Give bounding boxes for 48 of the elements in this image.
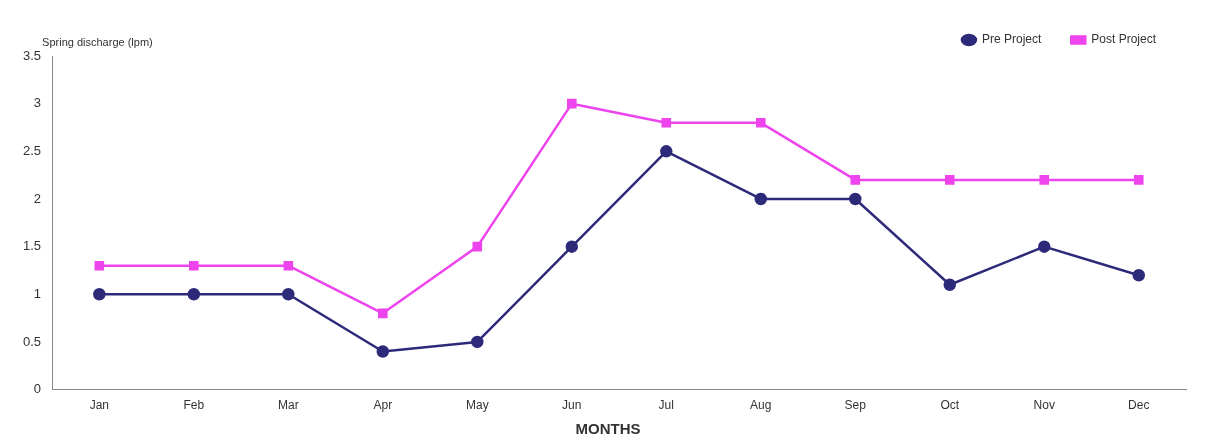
y-tick-label: 3.5 — [22, 47, 42, 63]
y-tick-label: 2.5 — [22, 142, 42, 158]
point — [565, 240, 579, 253]
x-axis-title: MONTHS — [574, 420, 642, 437]
point — [376, 345, 390, 358]
point — [850, 175, 861, 185]
y-tick-label: 1 — [33, 285, 42, 301]
y-tick-label: 2 — [33, 190, 42, 206]
point — [378, 308, 388, 319]
point — [283, 260, 294, 271]
x-tick-label: Dec — [1128, 398, 1150, 413]
point — [94, 260, 105, 271]
x-tick-label: Aug — [750, 398, 772, 413]
point — [943, 278, 957, 291]
y-tick-label: 1.5 — [22, 238, 42, 254]
point — [1133, 175, 1144, 185]
point — [1039, 175, 1050, 185]
point — [661, 117, 672, 128]
legend-label: Post Project — [1091, 32, 1157, 47]
point — [472, 241, 483, 252]
x-tick-label: Apr — [373, 398, 393, 413]
point — [1132, 268, 1145, 282]
y-tick-label: 0.5 — [22, 333, 42, 349]
point — [849, 192, 862, 206]
y-tick-label: 3 — [33, 95, 42, 111]
point — [755, 117, 766, 128]
point — [471, 335, 484, 349]
point — [1038, 240, 1051, 253]
y-tick-label: 0 — [33, 381, 42, 397]
x-tick-label: Nov — [1033, 398, 1055, 413]
point — [187, 288, 201, 301]
y-axis-title: Spring discharge (lpm) — [42, 35, 153, 48]
point — [944, 175, 955, 185]
point — [189, 260, 199, 271]
x-tick-label: Jun — [562, 398, 582, 413]
point — [567, 98, 577, 109]
x-tick-label: Mar — [277, 398, 299, 413]
x-tick-label: Jul — [658, 398, 674, 413]
x-tick-label: Sep — [844, 398, 867, 413]
x-tick-label: Oct — [940, 398, 960, 413]
point — [93, 288, 106, 301]
x-tick-label: May — [465, 398, 489, 413]
point — [754, 192, 768, 206]
x-tick-label: Jan — [89, 398, 109, 413]
x-tick-label: Feb — [183, 398, 205, 413]
point — [282, 288, 295, 301]
legend-label: Pre Project — [981, 32, 1042, 47]
point — [660, 145, 673, 158]
